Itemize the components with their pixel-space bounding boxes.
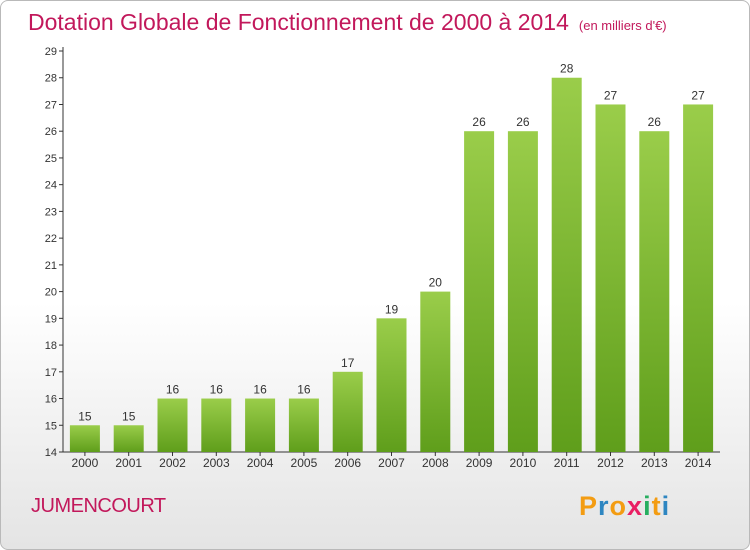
x-tick-label: 2006	[334, 456, 361, 470]
y-tick-label: 23	[45, 206, 57, 218]
bar	[595, 104, 626, 452]
bar	[639, 131, 670, 452]
x-tick-label: 2013	[641, 456, 668, 470]
bar-value-label: 16	[166, 383, 180, 397]
y-tick-label: 20	[45, 287, 57, 299]
bar-value-label: 17	[341, 356, 355, 370]
logo-letter: i	[661, 491, 671, 521]
y-tick-label: 14	[45, 447, 57, 459]
bar-value-label: 16	[210, 383, 224, 397]
y-tick-label: 22	[45, 233, 57, 245]
y-tick-label: 21	[45, 260, 57, 272]
y-tick-label: 18	[45, 340, 57, 352]
logo-letter: x	[627, 491, 644, 521]
y-tick-label: 19	[45, 313, 57, 325]
bar	[288, 398, 319, 452]
y-tick-label: 24	[45, 180, 57, 192]
x-tick-label: 2014	[685, 456, 712, 470]
bar-value-label: 15	[122, 409, 136, 423]
bar-value-label: 16	[297, 383, 311, 397]
x-tick-label: 2011	[554, 456, 580, 470]
y-tick-label: 15	[45, 420, 57, 432]
y-tick-label: 29	[45, 46, 57, 58]
bar	[376, 318, 407, 452]
x-tick-label: 2008	[422, 456, 449, 470]
x-tick-label: 2002	[159, 456, 186, 470]
x-tick-label: 2003	[203, 456, 230, 470]
logo-letter: t	[651, 491, 662, 521]
y-tick-label: 26	[45, 126, 57, 138]
y-tick-label: 25	[45, 153, 57, 165]
bar-value-label: 26	[648, 115, 662, 129]
bar	[464, 131, 495, 452]
bar-value-label: 15	[78, 409, 92, 423]
bar	[551, 77, 582, 452]
bar	[201, 398, 232, 452]
logo-letter: P	[579, 491, 599, 521]
bar-value-label: 19	[385, 302, 399, 316]
bar	[420, 291, 451, 452]
bar-value-label: 27	[604, 88, 618, 102]
proxiti-logo: Proxiti	[579, 491, 670, 522]
bar	[69, 425, 100, 452]
bar	[507, 131, 538, 452]
logo-letter: r	[598, 491, 610, 521]
bar	[332, 371, 363, 452]
x-tick-label: 2004	[247, 456, 274, 470]
bar	[245, 398, 276, 452]
y-tick-label: 17	[45, 367, 57, 379]
chart-subtitle: (en milliers d'€)	[578, 18, 667, 33]
chart-title-text: Dotation Globale de Fonctionnement de 20…	[28, 9, 569, 35]
bar-value-label: 26	[472, 115, 486, 129]
bar-value-label: 26	[516, 115, 530, 129]
y-tick-label: 27	[45, 99, 57, 111]
chart-title: Dotation Globale de Fonctionnement de 20…	[28, 9, 667, 36]
y-tick-label: 16	[45, 394, 57, 406]
x-tick-label: 2000	[72, 456, 99, 470]
bar-value-label: 20	[429, 276, 443, 290]
x-tick-label: 2009	[466, 456, 493, 470]
x-tick-label: 2005	[291, 456, 318, 470]
bar	[683, 104, 714, 452]
logo-letter: o	[609, 491, 628, 521]
x-tick-label: 2007	[378, 456, 405, 470]
commune-name: JUMENCOURT	[31, 495, 166, 517]
bar	[157, 398, 188, 452]
x-tick-label: 2001	[115, 456, 142, 470]
y-tick-label: 28	[45, 73, 57, 85]
bar-value-label: 28	[560, 62, 574, 76]
bar-value-label: 16	[253, 383, 267, 397]
x-tick-label: 2012	[597, 456, 624, 470]
x-tick-label: 2010	[510, 456, 537, 470]
logo-letter: i	[643, 491, 652, 521]
bar	[113, 425, 144, 452]
bar-value-label: 27	[691, 88, 705, 102]
